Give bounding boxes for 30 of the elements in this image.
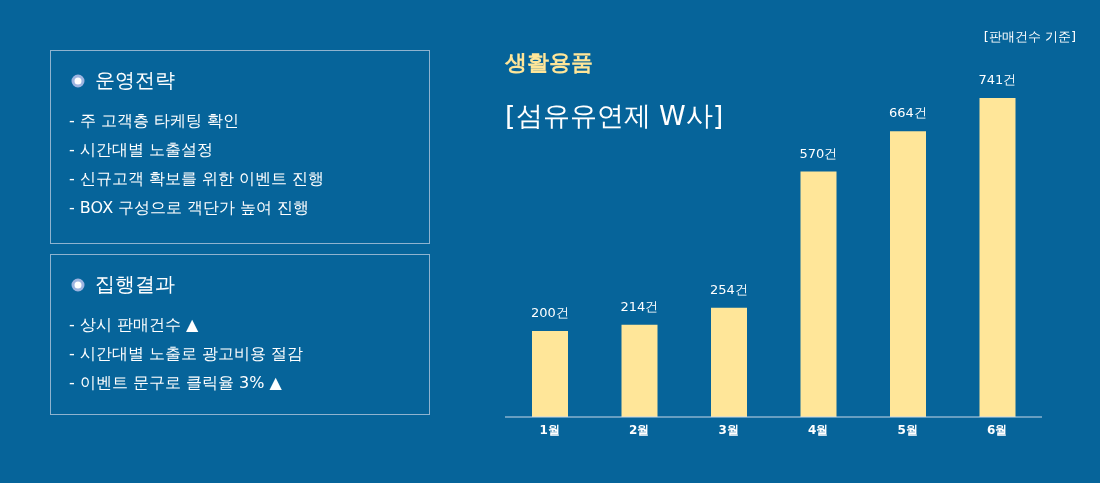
text: - 이벤트 문구로 클릭율 3% ▲ bbox=[69, 373, 282, 394]
bar bbox=[979, 98, 1016, 417]
x-tick-label: 5월 bbox=[897, 422, 918, 437]
bar bbox=[711, 307, 747, 417]
text: - 신규고객 확보를 위한 이벤트 진행 bbox=[69, 169, 325, 190]
bar bbox=[621, 324, 658, 417]
data-label: 741건 bbox=[978, 72, 1017, 87]
text: - 주 고객층 타케팅 확인 bbox=[69, 111, 240, 132]
bar bbox=[532, 330, 568, 417]
chart-title: 생활용품 bbox=[505, 49, 593, 77]
text: 집행결과 bbox=[95, 271, 175, 298]
data-label: 664건 bbox=[889, 105, 927, 121]
bar bbox=[890, 131, 926, 417]
text: - 시간대별 노출설정 bbox=[69, 140, 213, 161]
text: - 상시 판매건수 ▲ bbox=[69, 315, 199, 336]
text: - BOX 구성으로 객단가 높여 진행 bbox=[69, 198, 310, 219]
x-tick-label: 4월 bbox=[808, 422, 829, 437]
text: 운영전략 bbox=[95, 67, 175, 94]
x-tick-label: 1월 bbox=[539, 422, 560, 437]
x-tick-label: 6월 bbox=[987, 422, 1008, 437]
x-tick-label: 3월 bbox=[718, 422, 739, 437]
data-label: 200건 bbox=[531, 304, 569, 320]
data-label: 570건 bbox=[799, 145, 838, 161]
text: [판매건수 기준] bbox=[983, 28, 1076, 46]
data-label: 214건 bbox=[620, 298, 659, 314]
chart-subtitle: [섬유유연제 W사] bbox=[505, 99, 724, 133]
x-tick-label: 2월 bbox=[629, 422, 650, 437]
text: - 시간대별 노출로 광고비용 절감 bbox=[69, 344, 304, 365]
data-label: 254건 bbox=[710, 281, 748, 297]
bar bbox=[800, 171, 837, 417]
